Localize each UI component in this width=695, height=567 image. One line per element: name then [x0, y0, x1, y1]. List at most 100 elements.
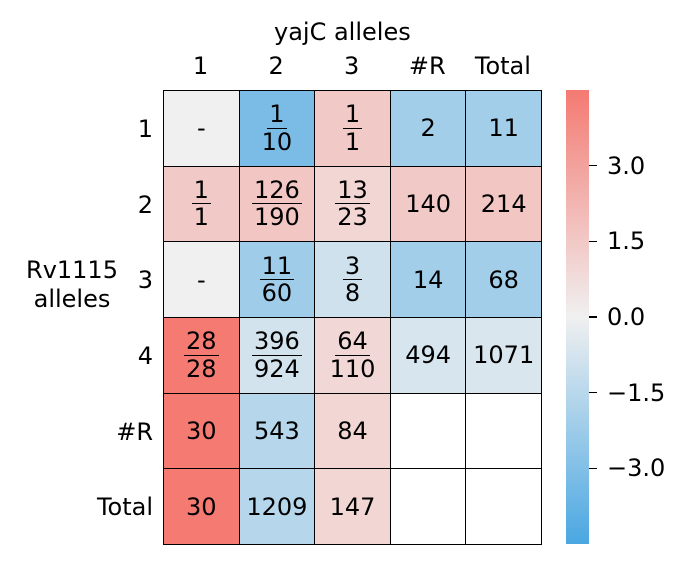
- cell-value: 494: [405, 341, 451, 370]
- colorbar-tick-label: −3.0: [607, 454, 666, 483]
- cell-value: -: [196, 114, 206, 143]
- row-header: 2: [137, 190, 153, 219]
- heatmap-cell: 1 10: [238, 90, 316, 167]
- fraction-numerator: 396: [251, 327, 302, 356]
- fraction-denominator: 8: [344, 279, 361, 308]
- cell-value: 84: [337, 416, 368, 445]
- cell-fraction: 64 110: [328, 329, 378, 381]
- fraction-numerator: 28: [184, 327, 219, 356]
- heatmap-cell: 214: [465, 165, 542, 243]
- heatmap-cell: 11: [465, 90, 542, 167]
- heatmap-cell: [389, 392, 467, 470]
- fraction-numerator: 3: [342, 251, 363, 281]
- colorbar-tick-label: −1.5: [607, 378, 666, 407]
- column-header: 3: [344, 52, 360, 80]
- cell-value: 1209: [246, 492, 308, 521]
- colorbar: [566, 90, 589, 544]
- fraction-numerator: 13: [335, 176, 370, 205]
- heatmap-cell: 13 23: [314, 165, 391, 243]
- heatmap-cell: 1071: [465, 317, 542, 394]
- column-header: #R: [408, 52, 446, 80]
- cell-value: 140: [405, 189, 451, 218]
- heatmap-cell: 14: [389, 241, 467, 318]
- cell-value: 11: [488, 114, 519, 143]
- cell-value: 14: [412, 265, 444, 294]
- cell-fraction: 28 28: [184, 329, 219, 381]
- y-axis-title-line-1: Rv1115: [26, 256, 118, 284]
- column-header: 1: [192, 52, 209, 80]
- y-axis-title-line-2: alleles: [33, 285, 111, 313]
- colorbar-tick: [589, 391, 597, 394]
- heatmap-cell: 494: [389, 317, 467, 394]
- fraction-denominator: 110: [329, 354, 376, 383]
- fraction-numerator: 1: [191, 176, 211, 205]
- fraction-numerator: 1: [267, 100, 287, 129]
- fraction-numerator: 126: [251, 176, 302, 205]
- colorbar-tick-label: 0.0: [607, 303, 646, 331]
- column-header: 2: [268, 52, 284, 80]
- cell-value: 30: [186, 492, 217, 521]
- fraction-denominator: 10: [261, 127, 293, 156]
- row-header: 1: [137, 114, 153, 143]
- colorbar-tick: [589, 316, 597, 318]
- fraction-denominator: 190: [253, 203, 300, 232]
- heatmap-cell: 396 924: [238, 317, 316, 394]
- colorbar-tick: [589, 467, 597, 470]
- heatmap-cell: 147: [314, 468, 391, 545]
- cell-value: -: [196, 265, 206, 294]
- heatmap-cell: 1209: [238, 468, 316, 545]
- cell-fraction: 13 23: [335, 178, 370, 230]
- colorbar-tick: [589, 164, 597, 167]
- heatmap-cell: 64 110: [314, 317, 391, 394]
- fraction-denominator: 28: [186, 354, 217, 383]
- heatmap-cell: [465, 468, 542, 545]
- heatmap-cell: 68: [465, 241, 542, 318]
- row-header: 3: [137, 266, 153, 295]
- column-header: Total: [474, 52, 531, 80]
- heatmap-cell: 11 60: [238, 241, 316, 318]
- heatmap-cell: 126 190: [238, 165, 316, 243]
- cell-fraction: 396 924: [251, 327, 302, 383]
- heatmap-cell: -: [163, 241, 240, 318]
- cell-value: 147: [329, 492, 376, 521]
- colorbar-tick-label: 3.0: [607, 151, 646, 180]
- cell-value: 2: [420, 114, 436, 143]
- x-axis-title: yajC alleles: [274, 18, 411, 46]
- fraction-denominator: 924: [253, 354, 300, 383]
- cell-fraction: 126 190: [251, 176, 302, 232]
- heatmap-cell: 30: [163, 392, 240, 470]
- fraction-numerator: 11: [259, 251, 295, 281]
- y-axis-title: Rv1115 alleles: [17, 256, 127, 314]
- heatmap-cell: 140: [389, 165, 467, 243]
- fraction-denominator: 1: [344, 127, 361, 156]
- heatmap-cell: 28 28: [163, 317, 240, 394]
- cell-value: 543: [253, 416, 300, 445]
- cell-fraction: 1 10: [260, 102, 295, 154]
- fraction-numerator: 64: [335, 327, 370, 356]
- heatmap-cell: [389, 468, 467, 545]
- heatmap-cell: 543: [238, 392, 316, 470]
- heatmap-cell: -: [163, 90, 240, 167]
- fraction-denominator: 1: [193, 203, 209, 232]
- row-header: 4: [137, 341, 153, 370]
- heatmap-cell: 30: [163, 468, 240, 545]
- fraction-numerator: 1: [342, 100, 363, 129]
- row-header: #R: [116, 417, 153, 446]
- cell-value: 214: [480, 189, 527, 218]
- cell-fraction: 11 60: [259, 251, 295, 306]
- heatmap-cell: 2: [389, 90, 467, 167]
- fraction-denominator: 23: [337, 203, 368, 232]
- colorbar-tick-label: 1.5: [607, 227, 646, 256]
- row-header: Total: [96, 493, 153, 522]
- cell-value: 68: [488, 265, 519, 294]
- cell-value: 30: [186, 416, 217, 445]
- cell-value: 1071: [473, 341, 535, 370]
- heatmap-grid: -1 10 1 1 2 11 1 1 126 190 13 23 140 214-11 60 3 8 14 68 28…: [163, 90, 542, 545]
- colorbar-tick: [589, 240, 597, 243]
